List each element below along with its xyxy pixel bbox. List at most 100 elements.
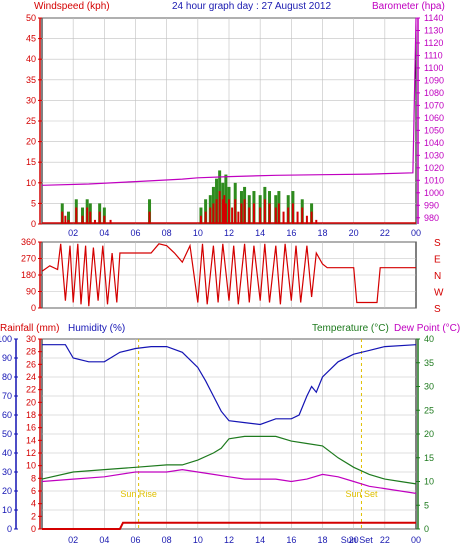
barometer-tick-label: 1010 bbox=[424, 175, 444, 185]
windspeed-tick-label: 35 bbox=[26, 75, 36, 85]
barometer-tick-label: 1100 bbox=[424, 63, 443, 73]
hour-tick-label-panel1: 06 bbox=[130, 228, 140, 238]
humidity-tick-label: 100 bbox=[0, 334, 12, 344]
barometer-tick-label: 1140 bbox=[424, 13, 443, 23]
windspeed-bar bbox=[103, 215, 106, 224]
compass-label: S bbox=[434, 238, 441, 249]
barometer-tick-label: 1130 bbox=[424, 25, 443, 35]
rain-tick-label: 12 bbox=[26, 448, 36, 458]
windspeed-bar bbox=[277, 203, 280, 224]
windspeed-bar bbox=[61, 211, 64, 224]
windspeed-bar bbox=[243, 199, 246, 224]
humidity-tick-label: 50 bbox=[2, 429, 12, 439]
temperature-tick-label: 30 bbox=[424, 382, 434, 392]
hour-tick-label-panel1: 00 bbox=[411, 228, 421, 238]
humidity-tick-label: 80 bbox=[2, 372, 12, 382]
windspeed-tick-label: 5 bbox=[31, 198, 36, 208]
windspeed-tick-label: 40 bbox=[26, 54, 36, 64]
windspeed-tick-label: 10 bbox=[26, 178, 36, 188]
data-marks: Sun Rise Sun Set bbox=[41, 17, 417, 530]
windspeed-bar bbox=[221, 199, 224, 224]
compass-label: S bbox=[434, 304, 441, 315]
windspeed-bar bbox=[287, 207, 290, 224]
rain-tick-label: 8 bbox=[31, 473, 36, 483]
windspeed-bar bbox=[67, 219, 70, 224]
axis-ticks: 0510152025303540455098099010001010102010… bbox=[0, 13, 444, 545]
windspeed-bar bbox=[263, 199, 266, 224]
hour-tick-label-panel1: 02 bbox=[68, 228, 78, 238]
barometer-tick-label: 1040 bbox=[424, 138, 444, 148]
windspeed-bar bbox=[148, 211, 151, 224]
humidity-axis-label: Humidity (%) bbox=[68, 323, 125, 334]
windspeed-bar bbox=[223, 195, 226, 224]
windspeed-tick-label: 25 bbox=[26, 116, 36, 126]
direction-tick-label: 90 bbox=[26, 287, 36, 297]
rain-tick-label: 0 bbox=[31, 524, 36, 534]
windspeed-tick-label: 45 bbox=[26, 34, 36, 44]
windspeed-bar bbox=[240, 203, 243, 224]
barometer-tick-label: 1030 bbox=[424, 150, 444, 160]
humidity-tick-label: 90 bbox=[2, 353, 12, 363]
windspeed-bar bbox=[315, 219, 318, 224]
hour-tick-label-panel1: 04 bbox=[99, 228, 109, 238]
windspeed-bar bbox=[259, 207, 262, 224]
barometer-tick-label: 1050 bbox=[424, 125, 444, 135]
windspeed-bar bbox=[89, 211, 92, 224]
temperature-tick-label: 20 bbox=[424, 429, 434, 439]
rain-tick-label: 16 bbox=[26, 423, 36, 433]
windspeed-tick-label: 20 bbox=[26, 137, 36, 147]
barometer-tick-label: 990 bbox=[424, 200, 439, 210]
temperature-tick-label: 35 bbox=[424, 358, 434, 368]
temperature-tick-label: 0 bbox=[424, 524, 429, 534]
windspeed-bar bbox=[215, 199, 218, 224]
barometer-tick-label: 1000 bbox=[424, 188, 444, 198]
barometer-tick-label: 1020 bbox=[424, 163, 444, 173]
chart-title: 24 hour graph day : 27 August 2012 bbox=[172, 1, 331, 12]
windspeed-bar bbox=[218, 191, 221, 224]
barometer-tick-label: 1110 bbox=[424, 50, 443, 60]
hour-tick-label-panel3: 12 bbox=[224, 535, 234, 545]
rain-tick-label: 22 bbox=[26, 385, 36, 395]
windspeed-bar bbox=[109, 219, 112, 224]
windspeed-bar bbox=[282, 211, 285, 224]
compass-label: W bbox=[434, 288, 444, 299]
windspeed-bar bbox=[252, 203, 255, 224]
hour-tick-label-panel3: 22 bbox=[380, 535, 390, 545]
windspeed-bar bbox=[209, 207, 212, 224]
hour-tick-label-panel1: 14 bbox=[255, 228, 265, 238]
windspeed-bar bbox=[98, 211, 101, 224]
windspeed-axis-label: Windspeed (kph) bbox=[34, 1, 110, 12]
temperature-line bbox=[41, 435, 417, 485]
windspeed-bar bbox=[310, 211, 313, 224]
windspeed-bar bbox=[204, 211, 207, 224]
windspeed-bar bbox=[75, 207, 78, 224]
windspeed-tick-label: 50 bbox=[26, 13, 36, 23]
rain-tick-label: 2 bbox=[31, 511, 36, 521]
barometer-tick-label: 1120 bbox=[424, 38, 443, 48]
hour-tick-label-panel1: 12 bbox=[224, 228, 234, 238]
windspeed-bar bbox=[248, 207, 251, 224]
windspeed-bar bbox=[301, 207, 304, 224]
compass-label: E bbox=[434, 255, 441, 266]
humidity-tick-label: 10 bbox=[2, 505, 12, 515]
hour-tick-label-panel1: 10 bbox=[193, 228, 203, 238]
gridlines bbox=[42, 17, 416, 530]
windspeed-bar bbox=[234, 199, 237, 224]
gust-bar bbox=[66, 211, 70, 224]
direction-tick-label: 270 bbox=[21, 254, 36, 264]
humidity-tick-label: 30 bbox=[2, 467, 12, 477]
barometer-tick-label: 1080 bbox=[424, 88, 444, 98]
hour-tick-label-panel3: 08 bbox=[162, 535, 172, 545]
compass-label: N bbox=[434, 271, 441, 282]
hour-tick-label-panel3: 00 bbox=[411, 535, 421, 545]
rain-tick-label: 10 bbox=[26, 461, 36, 471]
humidity-tick-label: 0 bbox=[7, 524, 12, 534]
windspeed-bar bbox=[268, 203, 271, 224]
hour-tick-label-panel3: 18 bbox=[317, 535, 327, 545]
humidity-tick-label: 70 bbox=[2, 391, 12, 401]
hour-tick-label-panel3: 02 bbox=[68, 535, 78, 545]
sunrise-label: Sun Rise bbox=[120, 489, 157, 499]
barometer-tick-label: 980 bbox=[424, 213, 439, 223]
windspeed-bar bbox=[64, 215, 67, 224]
